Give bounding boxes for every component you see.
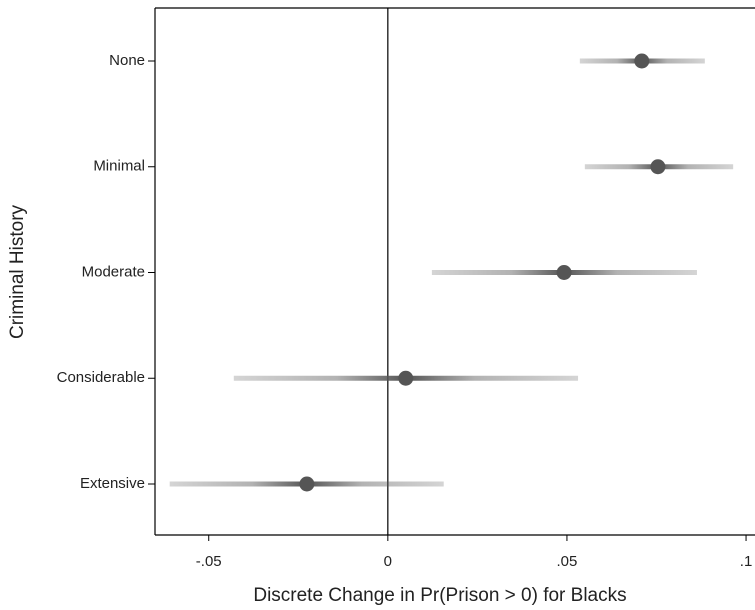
y-tick-label: None [109, 52, 145, 69]
y-tick-label: Moderate [82, 263, 145, 280]
x-tick-label: 0 [384, 553, 392, 570]
x-tick-label: -.05 [196, 553, 222, 570]
point-estimate [299, 476, 315, 492]
y-tick-label: Extensive [80, 475, 145, 492]
x-tick-label: .05 [557, 553, 578, 570]
point-estimate [398, 370, 414, 386]
y-axis-title: Criminal History [7, 204, 28, 339]
x-tick-label: .1 [740, 553, 753, 570]
point-estimate [556, 265, 572, 280]
point-estimate [634, 53, 650, 69]
y-tick-label: Considerable [57, 369, 145, 386]
x-axis-title: Discrete Change in Pr(Prison > 0) for Bl… [253, 585, 626, 606]
point-estimate [650, 159, 666, 175]
y-tick-label: Minimal [93, 158, 145, 175]
